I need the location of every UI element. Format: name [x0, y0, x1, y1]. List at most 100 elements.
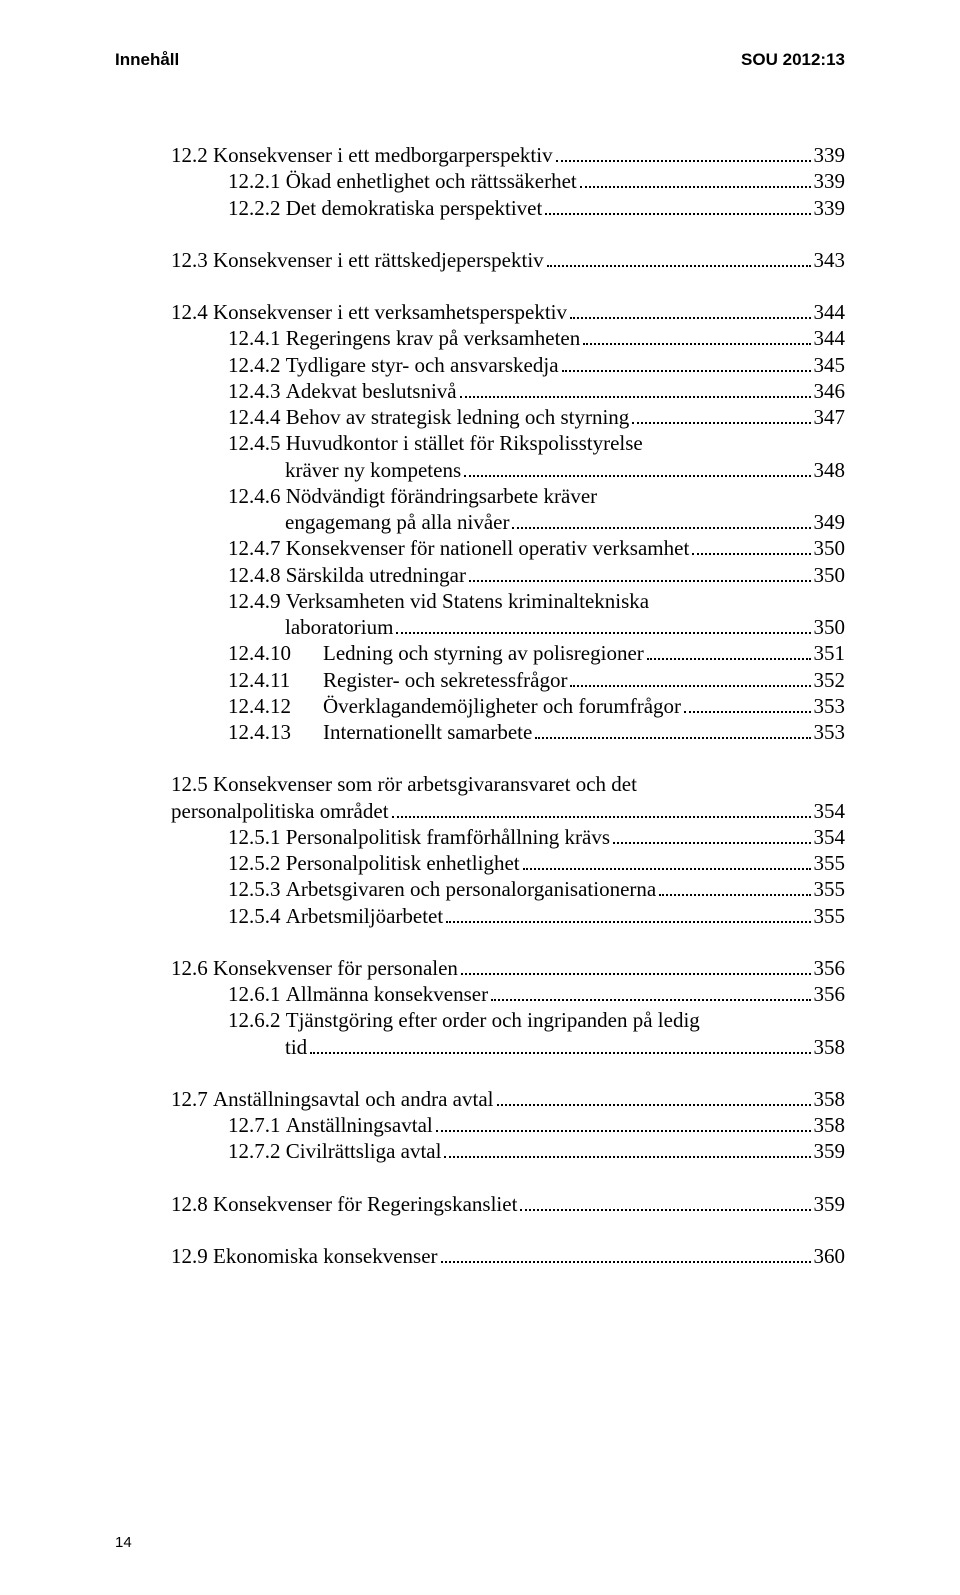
toc-leader [613, 842, 810, 844]
toc-entry: 12.2.2 Det demokratiska perspektivet339 [115, 195, 845, 221]
toc-number: 12.4.10 [228, 640, 323, 666]
toc-number: 12.2.1 [228, 168, 286, 194]
toc-entry: 12.5 Konsekvenser som rör arbetsgivarans… [115, 771, 845, 797]
toc-leader [547, 265, 811, 267]
toc-title: Konsekvenser för Regeringskansliet [213, 1191, 517, 1217]
toc-title: Arbetsgivaren och personalorganisationer… [286, 876, 656, 902]
toc-title: Anställningsavtal och andra avtal [213, 1086, 494, 1112]
toc-number: 12.8 [171, 1191, 213, 1217]
toc-entry: 12.4.13Internationellt samarbete353 [115, 719, 845, 745]
toc-group: 12.5 Konsekvenser som rör arbetsgivarans… [115, 771, 845, 929]
toc-page: 339 [814, 195, 846, 221]
toc-number: 12.9 [171, 1243, 213, 1269]
toc-page: 355 [814, 876, 846, 902]
toc-entry: 12.2.1 Ökad enhetlighet och rättssäkerhe… [115, 168, 845, 194]
toc-leader [684, 711, 810, 713]
toc-number: 12.5.1 [228, 824, 286, 850]
toc-number: 12.3 [171, 247, 213, 273]
toc-leader [461, 973, 811, 975]
toc-number: 12.4.7 [228, 535, 286, 561]
toc-title: Personalpolitisk framförhållning krävs [286, 824, 610, 850]
toc-number: 12.4.11 [228, 667, 323, 693]
toc-number: 12.4.6 [228, 483, 286, 509]
toc-title: Konsekvenser i ett verksamhetsperspektiv [213, 299, 567, 325]
toc-entry: 12.4.6 Nödvändigt förändringsarbete kräv… [115, 483, 845, 509]
toc-page: 356 [814, 981, 846, 1007]
toc-leader [396, 632, 810, 634]
toc-leader [545, 213, 810, 215]
toc-title: Konsekvenser i ett medborgarperspektiv [213, 142, 553, 168]
toc-leader [491, 999, 810, 1001]
toc-page: 345 [814, 352, 846, 378]
toc-leader [647, 658, 811, 660]
toc-entry: 12.4.5 Huvudkontor i stället för Rikspol… [115, 430, 845, 456]
toc-page: 355 [814, 850, 846, 876]
toc-leader [436, 1130, 811, 1132]
toc-page: 350 [814, 614, 846, 640]
toc-number: 12.6 [171, 955, 213, 981]
toc-page: 354 [814, 798, 846, 824]
toc-entry: 12.2 Konsekvenser i ett medborgarperspek… [115, 142, 845, 168]
toc-title: kräver ny kompetens [285, 457, 461, 483]
toc-leader [570, 685, 810, 687]
toc-title: Överklagandemöjligheter och forumfrågor [323, 693, 681, 719]
toc-entry: 12.3 Konsekvenser i ett rättskedjeperspe… [115, 247, 845, 273]
toc-title: tid [285, 1034, 307, 1060]
toc-title: Ledning och styrning av polisregioner [323, 640, 644, 666]
toc-number: 12.5.4 [228, 903, 286, 929]
toc-title: engagemang på alla nivåer [285, 509, 509, 535]
toc-title: Adekvat beslutsnivå [286, 378, 457, 404]
toc-entry: 12.6 Konsekvenser för personalen 356 [115, 955, 845, 981]
toc-leader [556, 160, 811, 162]
toc-number: 12.5 [171, 771, 213, 797]
toc-leader [446, 921, 810, 923]
toc-title: Huvudkontor i stället för Rikspolisstyre… [286, 430, 643, 456]
toc-title: Det demokratiska perspektivet [286, 195, 543, 221]
toc-page: 347 [814, 404, 846, 430]
toc-title: Ökad enhetlighet och rättssäkerhet [286, 168, 577, 194]
toc-leader [580, 186, 811, 188]
toc-group: 12.7 Anställningsavtal och andra avtal 35… [115, 1086, 845, 1165]
toc-page: 352 [814, 667, 846, 693]
toc-title: Verksamheten vid Statens kriminalteknisk… [286, 588, 649, 614]
toc-page: 344 [814, 325, 846, 351]
toc-page: 355 [814, 903, 846, 929]
toc-leader [469, 580, 811, 582]
toc-number: 12.7 [171, 1086, 213, 1112]
toc-number: 12.4 [171, 299, 213, 325]
toc-title: Konsekvenser för nationell operativ verk… [286, 535, 690, 561]
toc-group: 12.6 Konsekvenser för personalen35612.6.… [115, 955, 845, 1060]
toc-leader [460, 396, 811, 398]
toc-page: 354 [814, 824, 846, 850]
toc-entry: 12.4.8 Särskilda utredningar350 [115, 562, 845, 588]
toc-leader [310, 1052, 810, 1054]
toc-entry: 12.4.10Ledning och styrning av polisregi… [115, 640, 845, 666]
toc-entry: 12.4 Konsekvenser i ett verksamhetspersp… [115, 299, 845, 325]
toc-title: Allmänna konsekvenser [286, 981, 488, 1007]
toc-entry: 12.4.7 Konsekvenser för nationell operat… [115, 535, 845, 561]
toc-title: Arbetsmiljöarbetet [286, 903, 443, 929]
toc-page: 356 [814, 955, 846, 981]
toc-leader [512, 527, 810, 529]
toc-entry: 12.7 Anställningsavtal och andra avtal35… [115, 1086, 845, 1112]
toc-entry: 12.4.11Register- och sekretessfrågor352 [115, 667, 845, 693]
toc-title: Internationellt samarbete [323, 719, 532, 745]
toc-leader [562, 370, 811, 372]
toc-title: Behov av strategisk ledning och styrning [286, 404, 630, 430]
toc-number: 12.7.2 [228, 1138, 286, 1164]
toc-page: 359 [814, 1138, 846, 1164]
toc-entry: 12.7.1 Anställningsavtal358 [115, 1112, 845, 1138]
toc-page: 346 [814, 378, 846, 404]
toc-title: Tjänstgöring efter order och ingripanden… [286, 1007, 700, 1033]
toc-leader [497, 1104, 811, 1106]
toc-entry-wrap: engagemang på alla nivåer349 [115, 509, 845, 535]
toc-number: 12.4.1 [228, 325, 286, 351]
toc-page: 360 [814, 1243, 846, 1269]
toc-number: 12.4.12 [228, 693, 323, 719]
toc-entry: 12.4.9 Verksamheten vid Statens kriminal… [115, 588, 845, 614]
toc-entry: 12.7.2 Civilrättsliga avtal359 [115, 1138, 845, 1164]
toc-page: 344 [814, 299, 846, 325]
toc-entry-wrap: kräver ny kompetens348 [115, 457, 845, 483]
toc-title: Konsekvenser för personalen [213, 955, 458, 981]
toc-entry: 12.6.1 Allmänna konsekvenser356 [115, 981, 845, 1007]
